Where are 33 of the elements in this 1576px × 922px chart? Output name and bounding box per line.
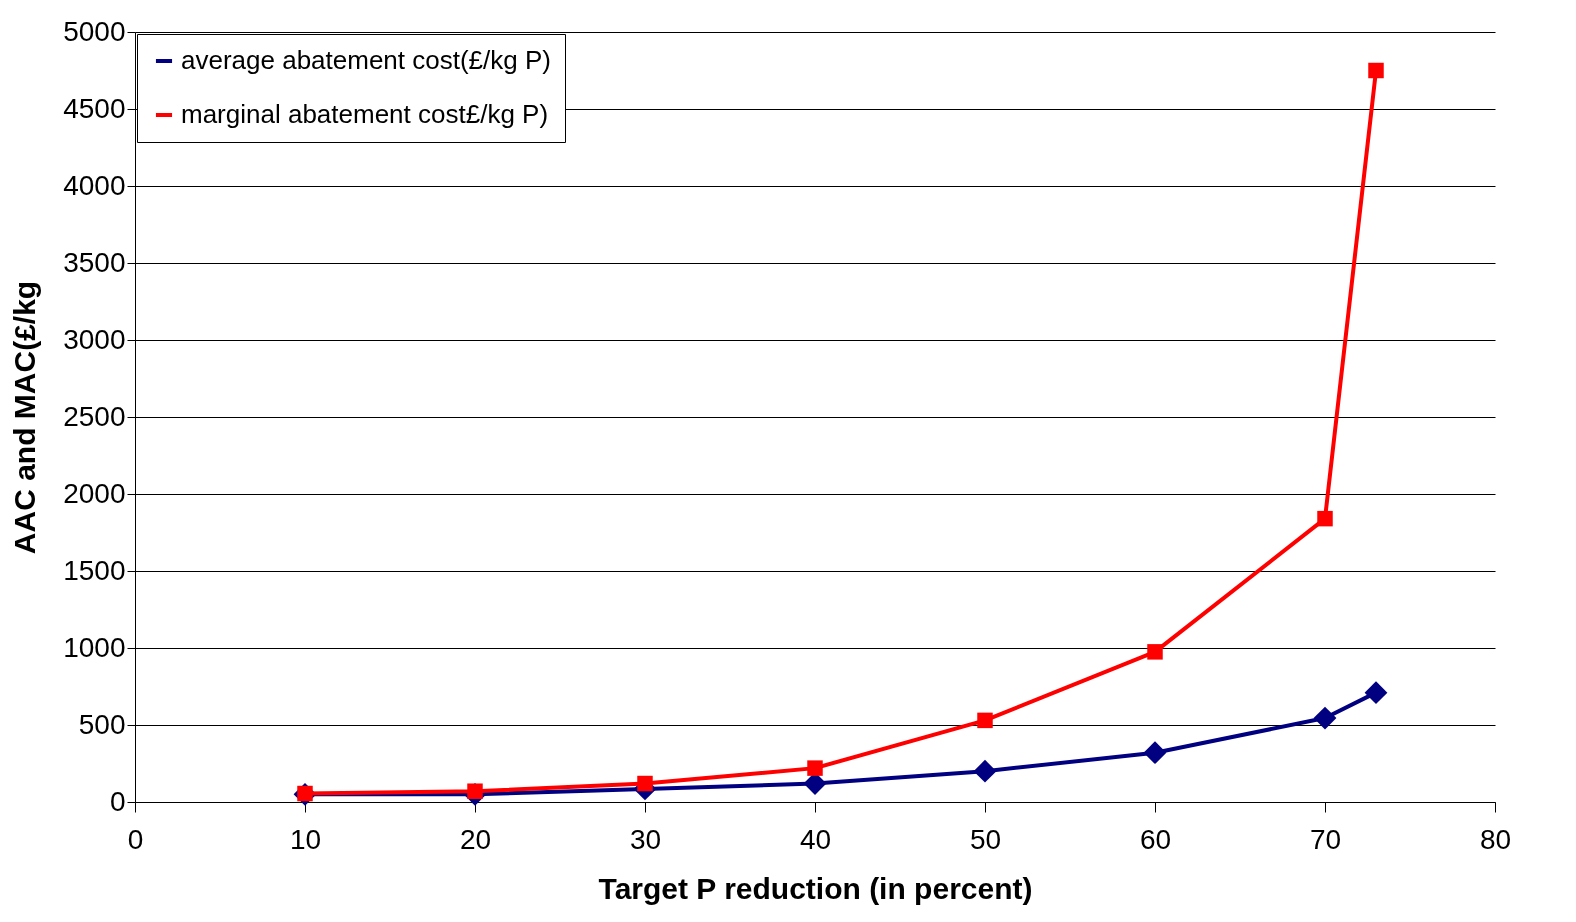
point [807,760,823,776]
y-tick-label: 0 [109,785,126,817]
x-tick-label: 50 [969,823,1002,855]
point [1143,741,1167,765]
x-tick-label: 60 [1139,823,1172,855]
y-tick-label: 3500 [63,246,126,278]
x-tick-label: 10 [289,823,322,855]
y-tick-label: 5000 [63,15,126,47]
y-tick-label: 4000 [63,169,126,201]
point [1313,706,1337,730]
y-tick-label: 2500 [63,400,126,432]
point [977,712,993,729]
x-tick-label: 30 [629,823,662,855]
y-axis-title: AAC and MAC(£/kg [8,280,42,555]
point [1147,644,1163,660]
x-tick-label: 40 [799,823,832,855]
point [973,759,997,783]
point [637,775,653,792]
y-tick-label: 1000 [63,631,126,663]
x-tick-label: 70 [1309,823,1342,855]
y-tick-label: 1500 [63,554,126,586]
y-tick-label: 2000 [63,477,126,509]
y-tick-label: 3000 [63,323,126,355]
legend-label: average abatement cost(£/kg P) [181,45,551,75]
x-tick-label: 20 [459,823,492,855]
point [1364,681,1388,705]
point [1368,62,1384,79]
point [1317,510,1333,527]
legend-label: marginal abatement cost£/kg P) [181,99,549,129]
x-tick-label: 80 [1479,823,1512,855]
x-axis-title: Target P reduction (in percent) [598,871,1033,905]
y-tick-label: 4500 [63,92,126,124]
y-tick-label: 500 [78,708,126,740]
